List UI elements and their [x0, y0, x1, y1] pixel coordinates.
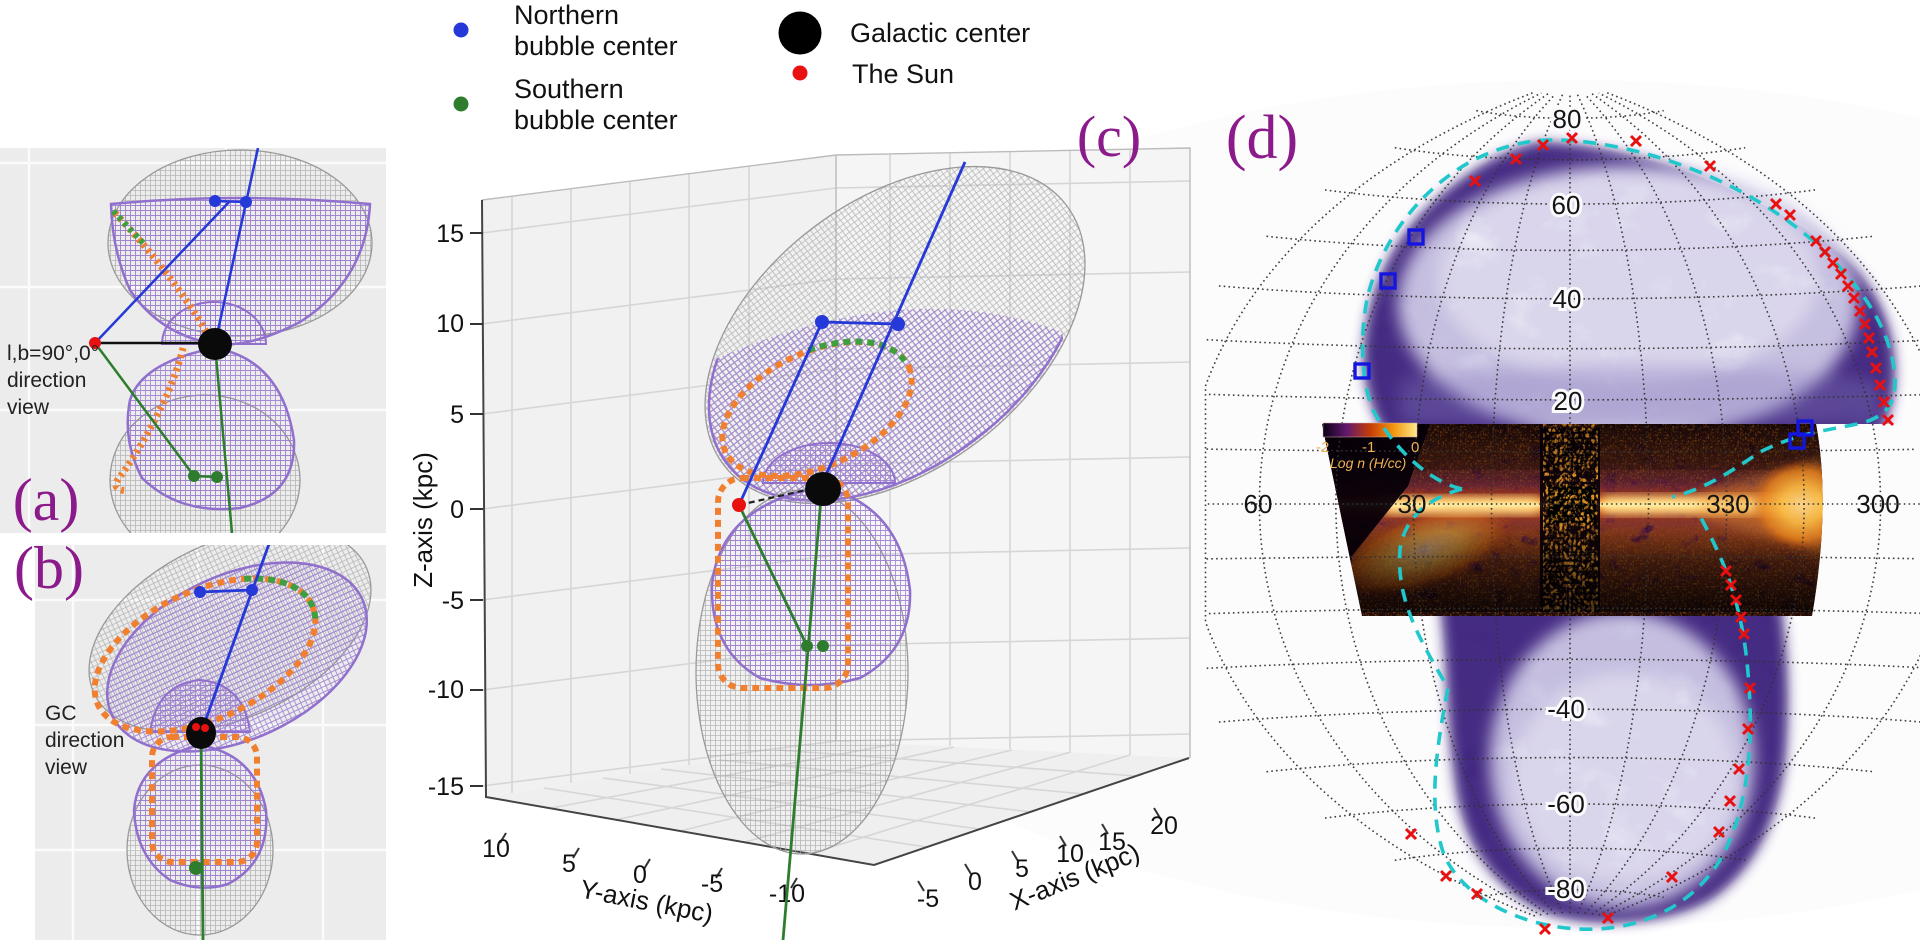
- svg-text:view: view: [45, 756, 88, 779]
- svg-text:-40: -40: [1547, 694, 1585, 724]
- svg-text:20: 20: [1150, 812, 1178, 840]
- svg-text:60: 60: [1244, 489, 1273, 519]
- svg-text:-60: -60: [1547, 789, 1585, 819]
- svg-text:5: 5: [1015, 855, 1029, 883]
- svg-text:Z-axis (kpc): Z-axis (kpc): [408, 452, 438, 588]
- svg-text:(b): (b): [14, 535, 84, 601]
- svg-text:40: 40: [1553, 284, 1582, 314]
- svg-text:The Sun: The Sun: [852, 59, 954, 89]
- svg-text:bubble center: bubble center: [514, 31, 678, 61]
- svg-text:-5: -5: [917, 885, 939, 913]
- svg-text:Southern: Southern: [514, 74, 624, 104]
- svg-text:(a): (a): [13, 467, 80, 533]
- svg-text:-2: -2: [1316, 439, 1329, 456]
- svg-text:300: 300: [1856, 489, 1899, 519]
- svg-text:10: 10: [436, 310, 464, 338]
- svg-text:80: 80: [1553, 104, 1582, 134]
- svg-text:10: 10: [1056, 840, 1084, 868]
- svg-text:direction: direction: [45, 729, 124, 752]
- svg-text:-5: -5: [442, 587, 464, 615]
- svg-text:60: 60: [1552, 190, 1581, 220]
- svg-text:20: 20: [1554, 386, 1583, 416]
- svg-text:bubble center: bubble center: [514, 105, 678, 135]
- svg-text:15: 15: [436, 220, 464, 248]
- svg-text:5: 5: [562, 850, 576, 878]
- svg-text:-1: -1: [1362, 439, 1375, 456]
- svg-text:(d): (d): [1226, 104, 1298, 172]
- svg-text:-15: -15: [428, 773, 464, 801]
- svg-text:Galactic center: Galactic center: [850, 18, 1030, 48]
- svg-text:330: 330: [1706, 489, 1749, 519]
- svg-text:-5: -5: [701, 870, 723, 898]
- svg-text:Northern: Northern: [514, 0, 619, 30]
- svg-text:-10: -10: [428, 676, 464, 704]
- svg-text:GC: GC: [45, 702, 77, 725]
- svg-text:0: 0: [1411, 439, 1419, 456]
- svg-text:30: 30: [1398, 489, 1427, 519]
- svg-text:(c): (c): [1077, 104, 1141, 169]
- svg-text:Log n (H/cc): Log n (H/cc): [1330, 455, 1406, 471]
- svg-text:0: 0: [633, 861, 647, 889]
- svg-text:-80: -80: [1547, 874, 1585, 904]
- svg-text:0: 0: [450, 496, 464, 524]
- svg-text:5: 5: [450, 401, 464, 429]
- svg-text:direction: direction: [7, 369, 86, 392]
- svg-text:10: 10: [482, 835, 510, 863]
- svg-text:l,b=90°,0°: l,b=90°,0°: [7, 342, 99, 365]
- svg-text:view: view: [7, 396, 50, 419]
- svg-text:15: 15: [1098, 828, 1126, 856]
- svg-text:0: 0: [968, 868, 982, 896]
